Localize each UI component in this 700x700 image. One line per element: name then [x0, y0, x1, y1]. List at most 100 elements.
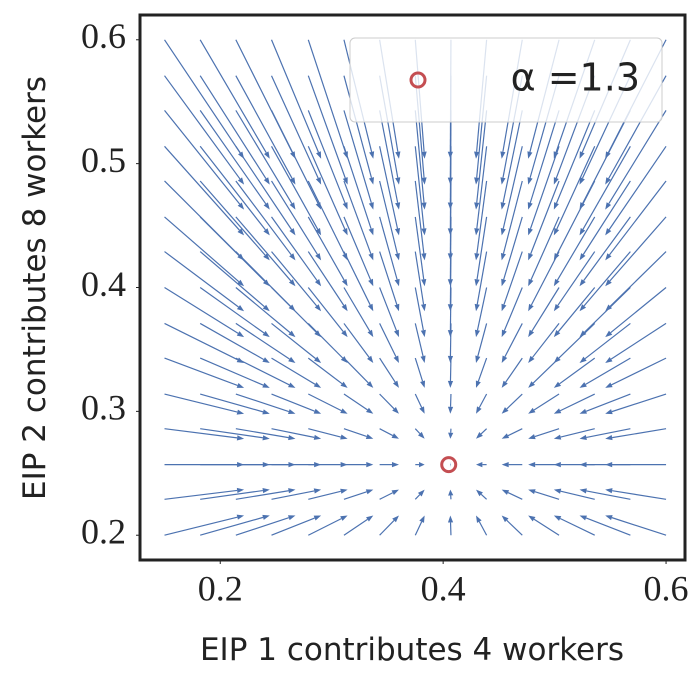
arrow: [553, 393, 595, 414]
arrow: [605, 488, 667, 500]
arrow-head: [368, 202, 374, 210]
arrow: [199, 180, 270, 261]
y-tick-label: 0.3: [81, 388, 126, 428]
arrow: [343, 75, 374, 185]
arrow: [579, 357, 631, 388]
arrow: [343, 393, 374, 414]
arrow-head: [288, 435, 296, 441]
arrow-head: [476, 462, 483, 468]
arrow-head: [287, 409, 296, 415]
arrow: [343, 180, 374, 261]
arrow-head: [553, 177, 559, 185]
arrow-head: [501, 515, 509, 523]
arrow-shaft: [200, 428, 263, 439]
arrow: [474, 287, 488, 338]
arrow-shaft: [502, 180, 523, 254]
arrow-head: [419, 462, 425, 468]
arrow-head: [553, 434, 562, 440]
arrow-head: [288, 382, 296, 388]
arrow: [200, 514, 270, 536]
arrow: [605, 322, 667, 363]
arrow-shaft: [608, 110, 667, 204]
arrow: [164, 39, 245, 159]
arrow-head: [394, 329, 399, 338]
arrow-head: [501, 433, 510, 439]
arrow: [164, 216, 245, 287]
arrow-shaft: [164, 357, 238, 387]
y-tick-label: 0.6: [81, 16, 126, 56]
arrow-head: [313, 382, 322, 388]
arrow: [271, 393, 322, 414]
arrow-shaft: [308, 490, 341, 500]
arrow-shaft: [379, 492, 393, 500]
arrow-head: [475, 355, 481, 363]
arrow-shaft: [611, 357, 667, 386]
arrow: [501, 287, 523, 338]
arrow-head: [501, 462, 509, 468]
arrow-head: [553, 151, 559, 159]
arrow-head: [236, 357, 245, 363]
arrow-shaft: [478, 393, 488, 408]
arrow-shaft: [235, 357, 290, 386]
arrow: [164, 286, 245, 338]
arrow-head: [476, 489, 483, 497]
arrow-shaft: [271, 357, 316, 385]
arrow-head: [262, 330, 270, 338]
arrow-shaft: [200, 516, 264, 536]
arrow-shaft: [307, 180, 346, 255]
arrow-shaft: [235, 145, 293, 230]
arrow-head: [553, 227, 560, 236]
arrow-shaft: [164, 251, 239, 308]
arrow-head: [314, 330, 322, 338]
arrow: [235, 75, 296, 185]
arrow-head: [474, 253, 480, 261]
arrow: [307, 180, 348, 261]
arrow-head: [553, 381, 562, 388]
arrow: [271, 180, 322, 261]
arrow: [307, 357, 348, 388]
arrow-shaft: [164, 489, 238, 500]
arrow-shaft: [611, 517, 667, 536]
arrow-shaft: [507, 428, 523, 437]
arrow: [235, 216, 296, 287]
arrow-shaft: [414, 323, 424, 357]
arrow-shaft: [533, 518, 560, 536]
arrow: [271, 428, 322, 440]
legend-marker: [409, 71, 427, 89]
arrow: [579, 180, 631, 261]
arrow-head: [528, 381, 536, 388]
arrow: [527, 110, 560, 210]
arrow-head: [262, 382, 270, 388]
arrow-head: [447, 151, 453, 159]
arrow-head: [391, 462, 399, 468]
arrow-head: [236, 331, 245, 338]
arrow: [271, 251, 322, 312]
arrow-head: [501, 278, 507, 287]
arrow-shaft: [271, 490, 315, 500]
arrow-head: [605, 356, 613, 363]
arrow: [164, 322, 245, 363]
arrow-shaft: [343, 428, 367, 438]
arrow: [605, 393, 667, 415]
arrow: [199, 145, 270, 236]
arrow: [199, 39, 270, 159]
arrow: [501, 216, 523, 287]
arrow: [501, 489, 523, 500]
arrow-head: [236, 435, 245, 441]
arrow: [235, 39, 296, 159]
arrow: [164, 251, 245, 312]
arrow-head: [288, 488, 296, 494]
arrow-head: [501, 489, 510, 495]
arrow-head: [367, 355, 374, 363]
arrow-head: [447, 177, 453, 185]
arrow-head: [421, 278, 427, 287]
arrow: [501, 462, 523, 468]
arrow-head: [262, 279, 270, 287]
arrow: [343, 515, 374, 536]
arrow-head: [421, 151, 427, 159]
arrow-shaft: [534, 491, 560, 500]
arrow: [414, 489, 425, 500]
arrow-shaft: [503, 287, 523, 331]
arrow-shaft: [164, 39, 241, 154]
arrow-head: [368, 227, 374, 236]
